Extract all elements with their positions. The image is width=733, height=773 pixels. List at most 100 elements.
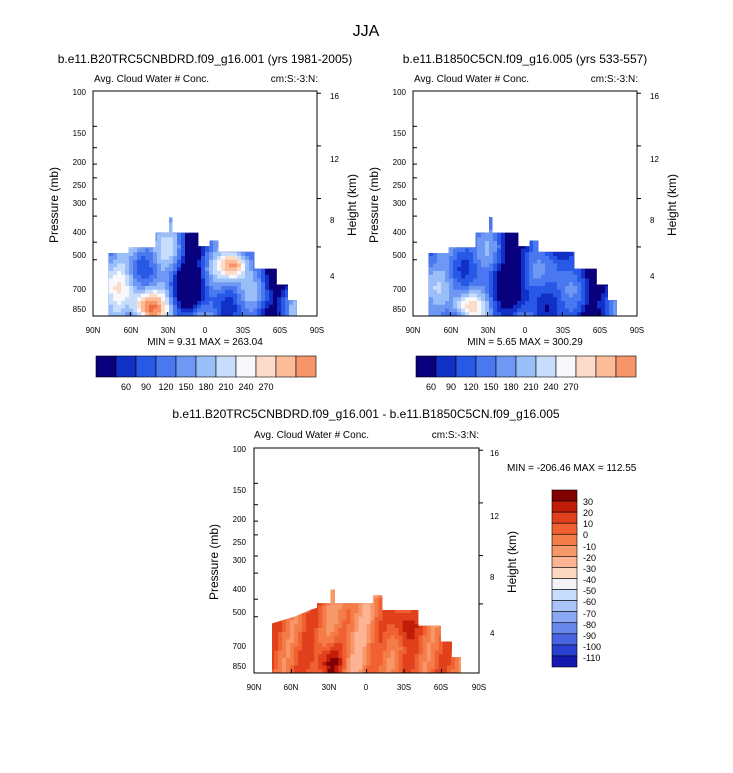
field-cell xyxy=(589,286,594,290)
field-cell xyxy=(383,613,388,617)
field-cell xyxy=(262,662,267,666)
field-cell xyxy=(419,643,424,647)
field-cell xyxy=(597,226,602,230)
field-cell xyxy=(427,666,432,670)
field-cell xyxy=(305,230,310,234)
field-cell xyxy=(427,632,432,636)
field-cell xyxy=(137,294,142,298)
field-cell xyxy=(569,264,574,268)
field-cell xyxy=(261,249,266,253)
field-cell xyxy=(387,632,392,636)
field-cell xyxy=(141,230,146,234)
field-cell xyxy=(129,279,134,283)
field-cell xyxy=(125,215,130,219)
field-cell xyxy=(149,252,154,256)
field-cell xyxy=(565,241,570,245)
field-cell xyxy=(569,249,574,253)
field-cell xyxy=(537,219,542,223)
field-cell xyxy=(577,222,582,226)
field-cell xyxy=(149,260,154,264)
field-cell xyxy=(485,286,490,290)
field-cell xyxy=(302,639,307,643)
field-cell xyxy=(225,241,230,245)
panel-1-title: b.e11.B20TRC5CNBDRD.f09_g16.001 (yrs 198… xyxy=(58,52,353,66)
field-cell xyxy=(289,230,294,234)
field-cell xyxy=(387,617,392,621)
field-cell xyxy=(133,230,138,234)
field-cell xyxy=(537,301,542,305)
field-cell xyxy=(254,594,259,598)
field-cell xyxy=(433,286,438,290)
field-cell xyxy=(290,598,295,602)
field-cell xyxy=(457,275,462,279)
field-cell xyxy=(425,297,430,301)
field-cell xyxy=(281,301,286,305)
field-cell xyxy=(254,658,259,662)
field-cell xyxy=(193,215,198,219)
field-cell xyxy=(585,234,590,238)
field-cell xyxy=(403,594,408,598)
field-cell xyxy=(453,252,458,256)
field-cell xyxy=(489,309,494,313)
field-cell xyxy=(189,234,194,238)
field-cell xyxy=(338,561,343,565)
field-cell xyxy=(399,591,404,595)
field-cell xyxy=(399,617,404,621)
field-cell xyxy=(609,237,614,241)
field-cell xyxy=(597,267,602,271)
field-cell xyxy=(525,222,530,226)
field-cell xyxy=(298,639,303,643)
field-cell xyxy=(278,572,283,576)
field-cell xyxy=(435,561,440,565)
field-cell xyxy=(429,222,434,226)
field-cell xyxy=(177,207,182,211)
field-cell xyxy=(189,271,194,275)
field-cell xyxy=(367,643,372,647)
field-cell xyxy=(149,219,154,223)
field-cell xyxy=(537,282,542,286)
field-cell xyxy=(391,564,396,568)
field-cell xyxy=(473,282,478,286)
field-cell xyxy=(427,606,432,610)
field-cell xyxy=(447,617,452,621)
field-cell xyxy=(221,282,226,286)
field-cell xyxy=(137,249,142,253)
field-cell xyxy=(431,598,436,602)
field-cell xyxy=(221,267,226,271)
field-cell xyxy=(545,256,550,260)
field-cell xyxy=(537,264,542,268)
field-cell xyxy=(425,230,430,234)
field-cell xyxy=(589,267,594,271)
field-cell xyxy=(557,226,562,230)
field-cell xyxy=(505,237,510,241)
field-cell xyxy=(330,583,335,587)
field-cell xyxy=(443,647,448,651)
field-cell xyxy=(613,305,618,309)
field-cell xyxy=(354,583,359,587)
field-cell xyxy=(137,204,142,208)
field-cell xyxy=(441,249,446,253)
field-cell xyxy=(105,252,110,256)
field-cell xyxy=(274,609,279,613)
field-cell xyxy=(427,609,432,613)
field-cell xyxy=(625,230,630,234)
field-cell xyxy=(501,249,506,253)
field-cell xyxy=(113,237,118,241)
field-cell xyxy=(322,624,327,628)
field-cell xyxy=(197,219,202,223)
field-cell xyxy=(565,234,570,238)
field-cell xyxy=(290,602,295,606)
field-cell xyxy=(449,207,454,211)
field-cell xyxy=(537,309,542,313)
field-cell xyxy=(601,267,606,271)
field-cell xyxy=(465,222,470,226)
field-cell xyxy=(493,279,498,283)
field-cell xyxy=(281,249,286,253)
field-cell xyxy=(375,654,380,658)
field-cell xyxy=(285,204,290,208)
field-cell xyxy=(197,256,202,260)
field-cell xyxy=(453,286,458,290)
field-cell xyxy=(245,226,250,230)
field-cell xyxy=(609,290,614,294)
field-cell xyxy=(346,568,351,572)
